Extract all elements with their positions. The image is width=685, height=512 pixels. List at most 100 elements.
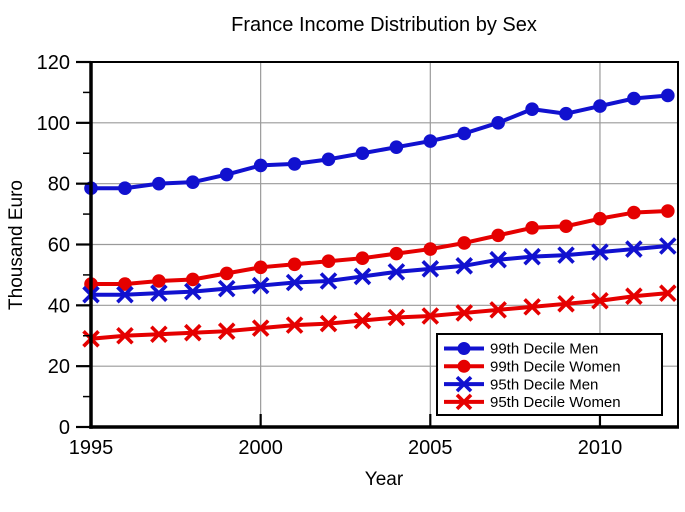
data-point-circle	[457, 126, 472, 141]
data-point-circle	[287, 157, 302, 171]
legend-item: 95th Decile Women	[444, 393, 621, 411]
x-tick-label: 2005	[408, 437, 453, 459]
data-point-x	[489, 250, 507, 269]
legend-label: 95th Decile Men	[490, 376, 598, 393]
data-point-circle	[152, 274, 166, 288]
legend-label: 95th Decile Women	[490, 394, 621, 411]
data-point-circle	[491, 116, 505, 130]
data-point-x	[217, 322, 236, 340]
data-point-x	[217, 279, 236, 298]
data-point-circle	[389, 140, 404, 154]
y-tick-label: 100	[37, 113, 70, 135]
data-point-x	[387, 308, 406, 327]
data-point-circle	[559, 219, 573, 234]
data-point-x	[591, 243, 609, 261]
data-point-x	[285, 273, 304, 292]
legend-item: 99th Decile Women	[444, 359, 621, 376]
x-tick-label: 2010	[578, 437, 623, 459]
data-point-x	[116, 285, 134, 304]
data-point-circle	[627, 205, 641, 220]
data-point-x	[319, 272, 338, 290]
data-series	[82, 88, 677, 348]
legend-item: 95th Decile Men	[444, 375, 598, 393]
data-point-circle	[219, 266, 234, 281]
data-point-circle	[525, 220, 539, 235]
y-tick-label: 80	[48, 174, 70, 196]
data-point-x	[455, 257, 474, 275]
data-point-x	[625, 240, 643, 258]
data-point-x	[184, 282, 202, 301]
data-point-circle	[219, 167, 234, 182]
y-tick-label: 40	[48, 295, 70, 317]
data-point-circle	[423, 134, 438, 148]
data-point-circle	[525, 102, 539, 116]
series-line	[91, 244, 668, 297]
data-point-x	[455, 375, 473, 393]
data-point-circle	[491, 228, 505, 243]
x-tick-label: 1995	[69, 437, 114, 459]
series-95th-decile-women	[82, 284, 677, 348]
series-95th-decile-men	[82, 237, 677, 304]
data-point-circle	[118, 277, 132, 291]
data-point-x	[523, 247, 541, 266]
data-point-circle	[253, 260, 268, 275]
data-point-circle	[355, 251, 370, 265]
tick-labels: 0 20 40 60 80 100 120 1995 2000 2005 2010	[37, 52, 623, 459]
data-point-circle	[627, 91, 641, 106]
y-tick-label: 20	[48, 356, 70, 378]
data-point-circle	[287, 257, 302, 272]
data-point-circle	[118, 181, 132, 196]
data-point-x	[455, 393, 473, 411]
data-point-circle	[593, 211, 607, 226]
data-point-circle	[321, 254, 336, 269]
series-99th-decile-women	[84, 204, 675, 291]
data-point-circle	[253, 158, 268, 173]
data-point-circle	[457, 342, 471, 355]
data-point-x	[659, 237, 677, 255]
data-point-x	[319, 314, 338, 333]
data-point-circle	[185, 272, 200, 287]
data-point-x	[150, 284, 168, 302]
legend-item: 99th Decile Men	[444, 341, 598, 358]
data-point-x	[659, 284, 677, 302]
x-axis-label: Year	[365, 469, 404, 490]
data-point-circle	[559, 106, 573, 121]
axis-ticks	[76, 60, 602, 429]
series-99th-decile-men	[84, 88, 675, 196]
chart-title: France Income Distribution by Sex	[231, 14, 537, 36]
data-point-x	[353, 311, 372, 330]
data-point-x	[421, 260, 440, 278]
data-point-x	[285, 316, 304, 334]
data-point-circle	[661, 204, 675, 218]
data-point-x	[353, 267, 372, 286]
data-point-circle	[457, 359, 471, 373]
legend-label: 99th Decile Men	[490, 341, 598, 358]
y-tick-label: 120	[37, 52, 70, 74]
data-point-x	[591, 291, 609, 310]
data-point-x	[625, 287, 643, 305]
data-point-circle	[661, 88, 675, 103]
y-axis-label: Thousand Euro	[6, 180, 27, 310]
data-point-x	[557, 246, 575, 264]
data-point-circle	[185, 175, 200, 189]
data-point-x	[421, 307, 440, 325]
series-line	[91, 93, 668, 191]
data-point-x	[150, 325, 168, 344]
data-point-circle	[423, 242, 438, 256]
data-point-x	[489, 301, 507, 319]
data-point-circle	[457, 236, 472, 250]
y-tick-label: 60	[48, 235, 70, 257]
x-tick-label: 2000	[238, 437, 283, 459]
data-point-circle	[152, 176, 166, 191]
data-point-circle	[389, 246, 404, 261]
data-point-x	[455, 304, 474, 322]
data-point-x	[557, 295, 575, 313]
data-point-circle	[593, 99, 607, 113]
data-point-x	[251, 319, 270, 337]
data-point-x	[523, 298, 541, 316]
data-point-x	[184, 323, 202, 342]
data-point-x	[116, 326, 134, 345]
